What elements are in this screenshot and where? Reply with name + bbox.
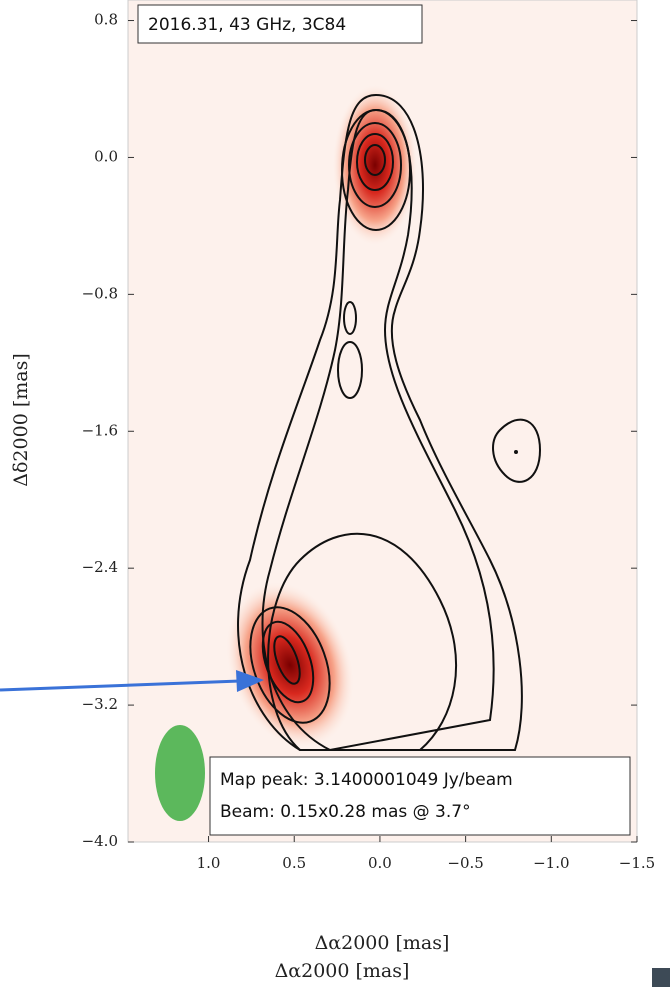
x-tick-label: −1.0 bbox=[533, 854, 569, 872]
beam bbox=[155, 725, 205, 821]
y-tick-label: −3.2 bbox=[82, 695, 118, 713]
x-tick-label: −0.5 bbox=[447, 854, 483, 872]
x-axis-label: Δα2000 [mas] bbox=[275, 960, 410, 982]
annotation: Beam: 0.15x0.28 mas @ 3.7° bbox=[220, 802, 471, 822]
y-tick-label: −1.6 bbox=[82, 421, 118, 439]
y-tick-label: −4.0 bbox=[82, 832, 118, 850]
chart: 1.0 0.5 0.0 −0.5 −1.0 −1.5 0.8 0.0 −0.8 −1.6 −2.4 −… bbox=[0, 0, 670, 987]
x-tick-label: 0.0 bbox=[368, 854, 392, 872]
x-tick-label: −1.5 bbox=[619, 854, 655, 872]
x-tick-label: 1.0 bbox=[197, 854, 221, 872]
corner-widget bbox=[652, 968, 670, 987]
y-tick-label: −0.8 bbox=[82, 284, 118, 302]
annotation-box bbox=[210, 757, 630, 835]
annotation: 2016.31, 43 GHz, 3C84 bbox=[148, 15, 346, 35]
y-tick-label: 0.8 bbox=[94, 11, 118, 29]
y-tick-label: −2.4 bbox=[82, 558, 118, 576]
x-tick-label: 0.5 bbox=[282, 854, 306, 872]
y-axis-label: Δδ2000 [mas] bbox=[10, 353, 32, 486]
annotation: Map peak: 3.1400001049 Jy/beam bbox=[220, 770, 513, 790]
y-tick-label: 0.0 bbox=[94, 147, 118, 165]
x-axis-label: Δα2000 [mas] bbox=[315, 932, 450, 954]
